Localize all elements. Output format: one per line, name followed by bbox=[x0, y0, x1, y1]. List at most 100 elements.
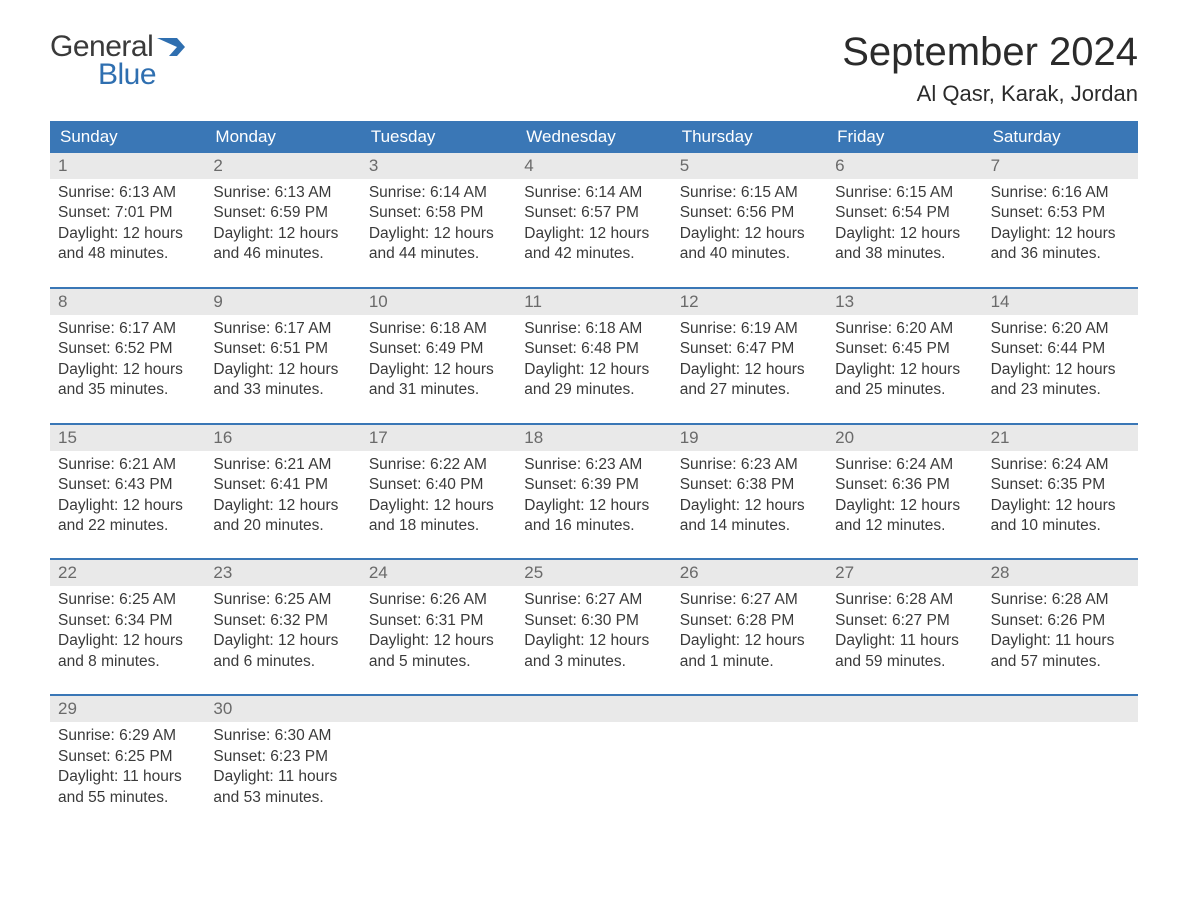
day-cell: 9Sunrise: 6:17 AMSunset: 6:51 PMDaylight… bbox=[205, 289, 360, 405]
day-cell: 27Sunrise: 6:28 AMSunset: 6:27 PMDayligh… bbox=[827, 560, 982, 676]
brand-word2: Blue bbox=[98, 58, 185, 92]
day-body: Sunrise: 6:18 AMSunset: 6:48 PMDaylight:… bbox=[516, 315, 671, 405]
week-row: 29Sunrise: 6:29 AMSunset: 6:25 PMDayligh… bbox=[50, 694, 1138, 812]
day-number bbox=[983, 696, 1138, 722]
daylight-line-2: and 59 minutes. bbox=[835, 652, 974, 672]
day-body: Sunrise: 6:18 AMSunset: 6:49 PMDaylight:… bbox=[361, 315, 516, 405]
sunset-line: Sunset: 6:34 PM bbox=[58, 611, 197, 631]
sunrise-line: Sunrise: 6:22 AM bbox=[369, 455, 508, 475]
daylight-line-1: Daylight: 12 hours bbox=[369, 631, 508, 651]
daylight-line-2: and 46 minutes. bbox=[213, 244, 352, 264]
day-body: Sunrise: 6:14 AMSunset: 6:57 PMDaylight:… bbox=[516, 179, 671, 269]
day-cell: 1Sunrise: 6:13 AMSunset: 7:01 PMDaylight… bbox=[50, 153, 205, 269]
daylight-line-2: and 27 minutes. bbox=[680, 380, 819, 400]
flag-icon bbox=[157, 38, 185, 56]
day-number bbox=[827, 696, 982, 722]
day-cell: 25Sunrise: 6:27 AMSunset: 6:30 PMDayligh… bbox=[516, 560, 671, 676]
calendar: SundayMondayTuesdayWednesdayThursdayFrid… bbox=[50, 121, 1138, 812]
day-number: 18 bbox=[516, 425, 671, 451]
day-cell: 12Sunrise: 6:19 AMSunset: 6:47 PMDayligh… bbox=[672, 289, 827, 405]
day-body: Sunrise: 6:27 AMSunset: 6:28 PMDaylight:… bbox=[672, 586, 827, 676]
day-cell: 23Sunrise: 6:25 AMSunset: 6:32 PMDayligh… bbox=[205, 560, 360, 676]
daylight-line-1: Daylight: 12 hours bbox=[991, 360, 1130, 380]
day-cell: 15Sunrise: 6:21 AMSunset: 6:43 PMDayligh… bbox=[50, 425, 205, 541]
day-cell: 4Sunrise: 6:14 AMSunset: 6:57 PMDaylight… bbox=[516, 153, 671, 269]
day-number: 8 bbox=[50, 289, 205, 315]
day-number: 20 bbox=[827, 425, 982, 451]
header: General Blue September 2024 Al Qasr, Kar… bbox=[50, 30, 1138, 107]
sunrise-line: Sunrise: 6:15 AM bbox=[835, 183, 974, 203]
day-number: 9 bbox=[205, 289, 360, 315]
daylight-line-1: Daylight: 12 hours bbox=[835, 496, 974, 516]
day-cell: 10Sunrise: 6:18 AMSunset: 6:49 PMDayligh… bbox=[361, 289, 516, 405]
daylight-line-2: and 6 minutes. bbox=[213, 652, 352, 672]
sunrise-line: Sunrise: 6:27 AM bbox=[680, 590, 819, 610]
day-number: 6 bbox=[827, 153, 982, 179]
day-body: Sunrise: 6:19 AMSunset: 6:47 PMDaylight:… bbox=[672, 315, 827, 405]
daylight-line-2: and 40 minutes. bbox=[680, 244, 819, 264]
sunset-line: Sunset: 6:35 PM bbox=[991, 475, 1130, 495]
day-number: 22 bbox=[50, 560, 205, 586]
day-cell: 17Sunrise: 6:22 AMSunset: 6:40 PMDayligh… bbox=[361, 425, 516, 541]
sunrise-line: Sunrise: 6:28 AM bbox=[835, 590, 974, 610]
sunset-line: Sunset: 6:38 PM bbox=[680, 475, 819, 495]
day-cell: 28Sunrise: 6:28 AMSunset: 6:26 PMDayligh… bbox=[983, 560, 1138, 676]
daylight-line-2: and 35 minutes. bbox=[58, 380, 197, 400]
daylight-line-2: and 18 minutes. bbox=[369, 516, 508, 536]
daylight-line-1: Daylight: 12 hours bbox=[58, 360, 197, 380]
day-number bbox=[516, 696, 671, 722]
sunrise-line: Sunrise: 6:20 AM bbox=[991, 319, 1130, 339]
daylight-line-2: and 57 minutes. bbox=[991, 652, 1130, 672]
sunrise-line: Sunrise: 6:14 AM bbox=[524, 183, 663, 203]
daylight-line-2: and 33 minutes. bbox=[213, 380, 352, 400]
daylight-line-2: and 42 minutes. bbox=[524, 244, 663, 264]
weeks-container: 1 Sunrise: 6:13 AM Sunset: 7:01 PM Daylight… bbox=[50, 153, 1138, 812]
day-number: 21 bbox=[983, 425, 1138, 451]
sunrise-line: Sunrise: 6:28 AM bbox=[991, 590, 1130, 610]
sunset-line: Sunset: 6:45 PM bbox=[835, 339, 974, 359]
weekday-label: Saturday bbox=[983, 121, 1138, 153]
daylight-line-2: and 3 minutes. bbox=[524, 652, 663, 672]
daylight-line-1: Daylight: 12 hours bbox=[524, 631, 663, 651]
sunrise-line: Sunrise: 6:25 AM bbox=[213, 590, 352, 610]
day-cell: 26Sunrise: 6:27 AMSunset: 6:28 PMDayligh… bbox=[672, 560, 827, 676]
sunrise-line: Sunrise: 6:13 AM bbox=[213, 183, 352, 203]
day-body: Sunrise: 6:20 AMSunset: 6:44 PMDaylight:… bbox=[983, 315, 1138, 405]
weekday-header-row: SundayMondayTuesdayWednesdayThursdayFrid… bbox=[50, 121, 1138, 153]
weekday-label: Wednesday bbox=[516, 121, 671, 153]
day-number: 13 bbox=[827, 289, 982, 315]
sunrise-line: Sunrise: 6:18 AM bbox=[524, 319, 663, 339]
day-number: 3 bbox=[361, 153, 516, 179]
day-body: Sunrise: 6:16 AMSunset: 6:53 PMDaylight:… bbox=[983, 179, 1138, 269]
month-title: September 2024 bbox=[842, 30, 1138, 75]
daylight-line-1: Daylight: 12 hours bbox=[991, 224, 1130, 244]
sunset-line: Sunset: 6:23 PM bbox=[213, 747, 352, 767]
daylight-line-2: and 5 minutes. bbox=[369, 652, 508, 672]
sunrise-line: Sunrise: 6:26 AM bbox=[369, 590, 508, 610]
day-cell: 11Sunrise: 6:18 AMSunset: 6:48 PMDayligh… bbox=[516, 289, 671, 405]
sunset-line: Sunset: 7:01 PM bbox=[58, 203, 197, 223]
day-cell: 7Sunrise: 6:16 AMSunset: 6:53 PMDaylight… bbox=[983, 153, 1138, 269]
day-number: 14 bbox=[983, 289, 1138, 315]
daylight-line-1: Daylight: 12 hours bbox=[213, 631, 352, 651]
daylight-line-1: Daylight: 12 hours bbox=[680, 496, 819, 516]
daylight-line-1: Daylight: 12 hours bbox=[213, 224, 352, 244]
sunset-line: Sunset: 6:40 PM bbox=[369, 475, 508, 495]
daylight-line-2: and 16 minutes. bbox=[524, 516, 663, 536]
day-body: Sunrise: 6:28 AMSunset: 6:27 PMDaylight:… bbox=[827, 586, 982, 676]
daylight-line-1: Daylight: 11 hours bbox=[835, 631, 974, 651]
day-body: Sunrise: 6:29 AMSunset: 6:25 PMDaylight:… bbox=[50, 722, 205, 812]
day-cell: 13Sunrise: 6:20 AMSunset: 6:45 PMDayligh… bbox=[827, 289, 982, 405]
sunrise-line: Sunrise: 6:17 AM bbox=[58, 319, 197, 339]
day-number: 2 bbox=[205, 153, 360, 179]
sunset-line: Sunset: 6:32 PM bbox=[213, 611, 352, 631]
sunset-line: Sunset: 6:25 PM bbox=[58, 747, 197, 767]
daylight-line-2: and 12 minutes. bbox=[835, 516, 974, 536]
daylight-line-2: and 55 minutes. bbox=[58, 788, 197, 808]
day-number: 10 bbox=[361, 289, 516, 315]
day-number: 1 bbox=[50, 153, 205, 179]
sunrise-line: Sunrise: 6:18 AM bbox=[369, 319, 508, 339]
day-body: Sunrise: 6:15 AMSunset: 6:56 PMDaylight:… bbox=[672, 179, 827, 269]
day-cell bbox=[516, 696, 671, 812]
sunset-line: Sunset: 6:53 PM bbox=[991, 203, 1130, 223]
